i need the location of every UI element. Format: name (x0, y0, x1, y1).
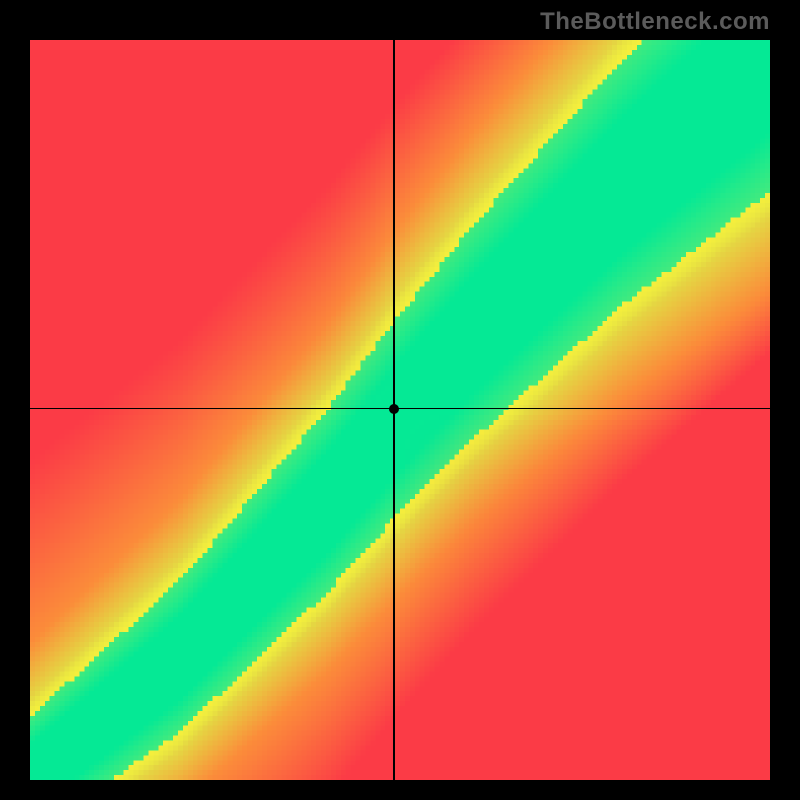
watermark-text: TheBottleneck.com (540, 8, 770, 36)
heatmap-canvas (30, 40, 770, 780)
crosshair-horizontal (30, 408, 770, 410)
marker-dot (389, 404, 399, 414)
plot-frame (30, 40, 770, 780)
